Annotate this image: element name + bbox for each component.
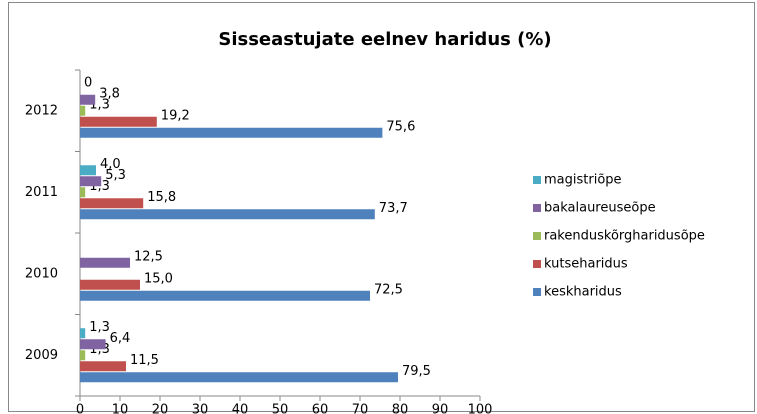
legend-swatch bbox=[533, 288, 541, 296]
legend-label: keskharidus bbox=[544, 285, 622, 300]
data-label: 11,5 bbox=[130, 353, 159, 368]
legend-swatch bbox=[533, 204, 541, 212]
data-label: 3,8 bbox=[99, 86, 120, 101]
data-label: 79,5 bbox=[402, 364, 431, 379]
data-label: 1,3 bbox=[89, 320, 110, 335]
data-label: 75,6 bbox=[386, 119, 415, 134]
x-tick-label: 20 bbox=[152, 403, 169, 414]
data-label: 15,0 bbox=[144, 271, 173, 286]
data-label: 12,5 bbox=[134, 249, 163, 264]
bar bbox=[80, 372, 398, 383]
bar bbox=[80, 328, 86, 339]
x-tick-label: 40 bbox=[232, 403, 249, 414]
data-label: 0 bbox=[84, 75, 92, 90]
bar bbox=[80, 209, 375, 220]
data-label: 19,2 bbox=[161, 108, 190, 123]
bar bbox=[80, 105, 86, 116]
x-tick-label: 80 bbox=[392, 403, 409, 414]
x-tick-label: 0 bbox=[76, 403, 84, 414]
bar bbox=[80, 279, 140, 290]
bar bbox=[80, 339, 106, 350]
x-tick-label: 50 bbox=[272, 403, 289, 414]
y-tick-label: 2011 bbox=[25, 185, 58, 200]
data-label: 6,4 bbox=[110, 331, 131, 346]
bar bbox=[80, 94, 96, 105]
bar bbox=[80, 165, 96, 176]
x-tick-label: 90 bbox=[432, 403, 449, 414]
data-label: 4,0 bbox=[100, 157, 121, 172]
bar bbox=[80, 198, 144, 209]
legend-label: kutseharidus bbox=[544, 257, 628, 272]
y-tick-label: 2010 bbox=[25, 266, 58, 281]
bar bbox=[80, 187, 86, 198]
legend-label: magistriõpe bbox=[544, 173, 622, 188]
x-tick-label: 10 bbox=[112, 403, 129, 414]
x-tick-label: 70 bbox=[352, 403, 369, 414]
legend-swatch bbox=[533, 232, 541, 240]
bar bbox=[80, 350, 86, 361]
x-tick-label: 100 bbox=[468, 403, 493, 414]
legend-swatch bbox=[533, 260, 541, 268]
bar bbox=[80, 176, 102, 187]
legend-label: bakalaureuseõpe bbox=[544, 201, 656, 216]
data-label: 73,7 bbox=[379, 201, 408, 216]
bar bbox=[80, 290, 370, 301]
data-label: 5,3 bbox=[105, 168, 126, 183]
bar bbox=[80, 257, 130, 268]
y-tick-label: 2009 bbox=[25, 348, 58, 363]
legend-swatch bbox=[533, 176, 541, 184]
data-label: 15,8 bbox=[147, 190, 176, 205]
bar bbox=[80, 116, 157, 127]
data-label: 72,5 bbox=[374, 282, 403, 297]
x-tick-label: 30 bbox=[192, 403, 209, 414]
y-tick-label: 2012 bbox=[25, 103, 58, 118]
legend-label: rakenduskõrgharidusõpe bbox=[544, 229, 705, 244]
x-tick-label: 60 bbox=[312, 403, 329, 414]
bar bbox=[80, 127, 383, 138]
chart-title: Sisseastujate eelnev haridus (%) bbox=[218, 29, 551, 50]
bar bbox=[80, 361, 126, 372]
